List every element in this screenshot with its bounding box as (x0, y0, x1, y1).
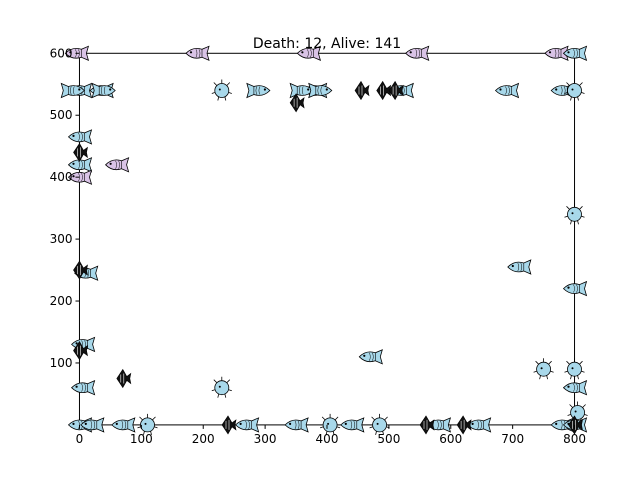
fish-left-icon (80, 417, 105, 433)
fish-left-icon (67, 169, 93, 185)
pufferfish-icon (564, 358, 585, 380)
pufferfish-icon (211, 376, 232, 398)
pufferfish-icon (137, 413, 158, 435)
tick-labels: 0 100 200 300 400 500 600 700 800 100 200 300 400 500… (50, 46, 586, 446)
fish-right-icon (308, 82, 333, 99)
fish-left-icon (562, 380, 588, 396)
pufferfish-icon (369, 413, 390, 435)
pufferfish-icon (567, 401, 588, 423)
y-tick-label: 400 (50, 170, 73, 184)
fish-right-icon (60, 82, 85, 99)
fish-left-icon (405, 45, 430, 61)
angelfish-icon (73, 142, 88, 162)
angelfish-icon (388, 80, 404, 101)
fish-left-icon (185, 45, 210, 61)
fish-left-icon (507, 259, 532, 275)
x-tick-label: 100 (130, 432, 153, 446)
fish-left-icon (105, 157, 130, 173)
y-tick-label: 600 (50, 46, 73, 60)
angelfish-icon (116, 368, 132, 389)
fish-left-icon (67, 157, 93, 173)
fish-left-icon (67, 129, 93, 145)
y-tick-label: 500 (50, 108, 73, 122)
x-tick-label: 500 (377, 432, 400, 446)
angelfish-icon (221, 415, 237, 435)
angelfish-icon (419, 415, 435, 435)
fish-left-icon (111, 417, 136, 433)
angelfish-icon (73, 260, 88, 280)
y-tick-label: 300 (50, 232, 73, 246)
fish-left-icon (71, 380, 96, 396)
fish-left-icon (340, 417, 365, 433)
x-tick-label: 700 (501, 432, 524, 446)
pufferfish-icon (533, 358, 554, 380)
pufferfish-icon (211, 79, 232, 101)
x-tick-label: 300 (254, 432, 277, 446)
fish-layer (60, 45, 588, 435)
fish-left-icon (296, 45, 322, 61)
fish-left-icon (235, 417, 260, 433)
pufferfish-icon (564, 79, 585, 101)
pufferfish-icon (564, 203, 585, 225)
fish-left-icon (467, 417, 492, 433)
fish-left-icon (562, 280, 588, 297)
x-tick-label: 600 (439, 432, 462, 446)
x-tick-label: 800 (563, 432, 586, 446)
angelfish-icon (456, 415, 472, 435)
fish-left-icon (358, 349, 383, 365)
y-tick-label: 200 (50, 294, 73, 308)
angelfish-icon (354, 80, 370, 101)
angelfish-icon (73, 341, 88, 361)
tank-boundary (78, 52, 576, 426)
y-tick-label: 100 (50, 356, 73, 370)
angelfish-icon (568, 415, 583, 435)
angelfish-icon (376, 80, 392, 101)
fish-right-icon (246, 82, 271, 99)
fish-right-icon (91, 82, 116, 99)
fish-left-icon (494, 82, 520, 99)
x-tick-label: 400 (316, 432, 339, 446)
fish-left-icon (284, 417, 309, 433)
angelfish-icon (289, 93, 305, 113)
axes (78, 52, 576, 426)
fish-left-icon (562, 45, 588, 61)
status-title: Death: 12, Alive: 141 (253, 36, 401, 52)
x-tick-label: 0 (76, 432, 84, 446)
x-tick-label: 200 (192, 432, 215, 446)
